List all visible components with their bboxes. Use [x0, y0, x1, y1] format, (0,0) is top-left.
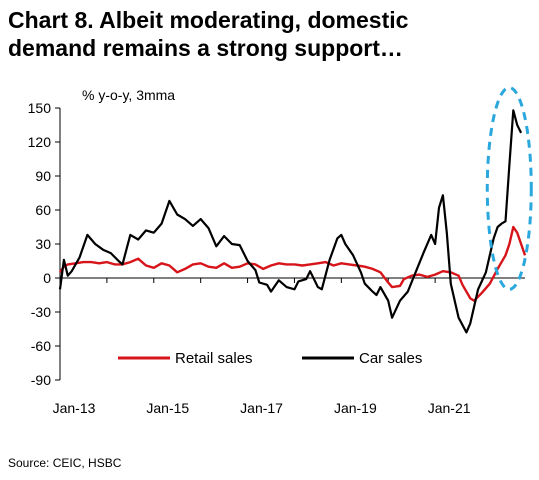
y-tick-label: 90 [35, 168, 51, 184]
y-tick-label: -90 [31, 372, 51, 388]
series-lines [58, 109, 527, 334]
legend-car-sales-label: Car sales [359, 350, 422, 367]
unit-note: % y-o-y, 3mma [82, 87, 175, 103]
y-tick-label: 120 [28, 134, 52, 150]
y-tick-label: 0 [43, 270, 51, 286]
legend: Retail sales Car sales [118, 350, 422, 367]
highlight-ellipse [485, 86, 533, 291]
x-tick-label: Jan-13 [53, 400, 96, 416]
y-tick-label: 60 [35, 202, 51, 218]
y-tick-label: -60 [31, 338, 51, 354]
chart-title-line-2: demand remains a strong support… [8, 35, 403, 61]
series-line-car-sales [58, 109, 523, 334]
legend-retail-sales-label: Retail sales [175, 350, 253, 367]
chart-title-line-1: Chart 8. Albeit moderating, domestic [8, 7, 409, 33]
x-tick-label: Jan-17 [240, 400, 283, 416]
x-axis: Jan-13 Jan-15 Jan-17 Jan-19 Jan-21 [53, 277, 525, 416]
y-tick-label: -30 [31, 304, 51, 320]
source-note: Source: CEIC, HSBC [8, 456, 122, 470]
x-tick-label: Jan-19 [334, 400, 377, 416]
x-tick-label: Jan-21 [428, 400, 471, 416]
chart-title: Chart 8. Albeit moderating, domestic dem… [8, 6, 408, 62]
x-tick-label: Jan-15 [146, 400, 189, 416]
series-line-retail-sales [59, 225, 527, 302]
y-tick-label: 30 [35, 236, 51, 252]
y-tick-label: 150 [28, 100, 52, 116]
y-axis: 150 120 90 60 30 0 -30 -60 -90 [28, 100, 61, 388]
